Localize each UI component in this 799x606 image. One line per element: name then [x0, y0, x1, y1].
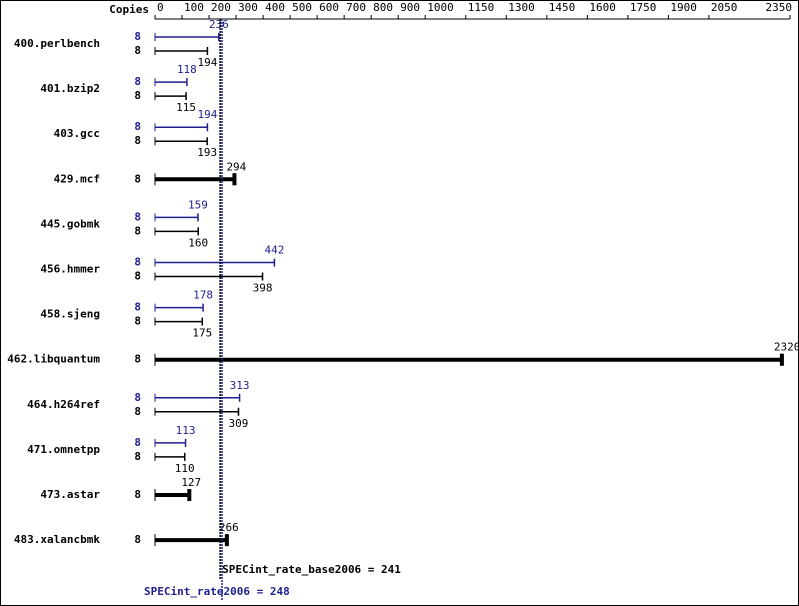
copies-label: 8: [134, 270, 141, 283]
value-label: 194: [197, 56, 217, 69]
bar: [155, 489, 192, 501]
value-label: 194: [197, 108, 217, 121]
bar: [155, 213, 199, 222]
category-label: 456.hmmer: [40, 263, 100, 276]
copies-label: 8: [134, 405, 141, 418]
copies-label: 8: [134, 533, 141, 546]
x-tick-label: 600: [319, 1, 339, 14]
category-label: 458.sjeng: [40, 308, 100, 321]
category-label: 445.gobmk: [40, 217, 100, 230]
copies-label: 8: [134, 301, 141, 314]
value-label: 115: [176, 101, 196, 114]
category-label: 429.mcf: [54, 172, 100, 185]
bar: [155, 123, 209, 132]
bar: [155, 317, 204, 326]
bar: [155, 33, 220, 41]
copies-label: 8: [134, 256, 141, 269]
bar: [155, 78, 188, 87]
copies-label: 8: [134, 436, 141, 449]
copies-label: 8: [134, 89, 141, 102]
bar: [155, 303, 204, 312]
x-tick-label: 200: [211, 1, 231, 14]
x-tick-label: 1750: [630, 1, 657, 14]
value-label: 113: [176, 424, 196, 437]
copies-header: Copies: [109, 3, 149, 16]
value-label: 236: [209, 18, 229, 31]
copies-label: 8: [134, 450, 141, 463]
copies-label: 8: [134, 172, 141, 185]
value-label: 2320: [774, 341, 799, 354]
x-tick-label: 800: [373, 1, 393, 14]
x-tick-label: 900: [400, 1, 420, 14]
value-label: 175: [192, 327, 212, 340]
bar: [155, 227, 199, 236]
category-label: 473.astar: [40, 488, 100, 501]
bar: [155, 393, 241, 402]
reference-label: SPECint_rate2006 = 248: [144, 585, 290, 598]
bar: [155, 92, 187, 101]
category-label: 471.omnetpp: [27, 443, 100, 456]
category-label: 401.bzip2: [40, 82, 100, 95]
x-tick-label: 2350: [766, 1, 793, 14]
x-tick-label: 1900: [670, 1, 697, 14]
category-label: 462.libquantum: [7, 353, 100, 366]
bar: [155, 534, 229, 547]
copies-label: 8: [134, 391, 141, 404]
value-label: 160: [188, 236, 208, 249]
copies-label: 8: [134, 75, 141, 88]
x-tick-label: 1600: [589, 1, 616, 14]
copies-label: 8: [134, 210, 141, 223]
x-tick-label: 0: [157, 1, 164, 14]
category-label: 464.h264ref: [27, 398, 100, 411]
value-label: 313: [230, 379, 250, 392]
value-label: 266: [219, 521, 239, 534]
bar: [155, 407, 240, 416]
value-label: 294: [226, 160, 246, 173]
bar: [155, 353, 784, 366]
value-label: 309: [229, 417, 249, 430]
value-label: 118: [177, 63, 197, 76]
category-label: 403.gcc: [54, 127, 100, 140]
bar: [155, 452, 186, 461]
copies-label: 8: [134, 224, 141, 237]
reference-label: SPECint_rate_base2006 = 241: [222, 563, 401, 576]
bar: [155, 258, 276, 267]
x-tick-label: 1000: [427, 1, 454, 14]
x-tick-label: 300: [238, 1, 258, 14]
bar: [155, 272, 264, 281]
x-tick-label: 1450: [549, 1, 576, 14]
x-tick-label: 400: [265, 1, 285, 14]
x-tick-label: 100: [184, 1, 204, 14]
value-label: 178: [193, 289, 213, 302]
value-label: 110: [175, 462, 195, 475]
x-tick-label: 700: [346, 1, 366, 14]
bar: [155, 438, 187, 447]
x-tick-label: 1300: [508, 1, 535, 14]
category-label: 400.perlbench: [14, 37, 100, 50]
value-label: 159: [188, 198, 208, 211]
copies-label: 8: [134, 134, 141, 147]
copies-label: 8: [134, 44, 141, 57]
copies-label: 8: [134, 30, 141, 43]
value-label: 193: [197, 146, 217, 159]
value-label: 442: [264, 244, 284, 257]
copies-label: 8: [134, 120, 141, 133]
copies-label: 8: [134, 353, 141, 366]
bar: [155, 47, 209, 55]
category-label: 483.xalancbmk: [14, 533, 100, 546]
value-label: 127: [181, 476, 201, 489]
value-label: 398: [253, 282, 273, 295]
bar: [155, 137, 208, 146]
copies-label: 8: [134, 488, 141, 501]
copies-label: 8: [134, 315, 141, 328]
x-tick-label: 2050: [711, 1, 738, 14]
x-tick-label: 1150: [468, 1, 495, 14]
x-tick-label: 500: [292, 1, 312, 14]
